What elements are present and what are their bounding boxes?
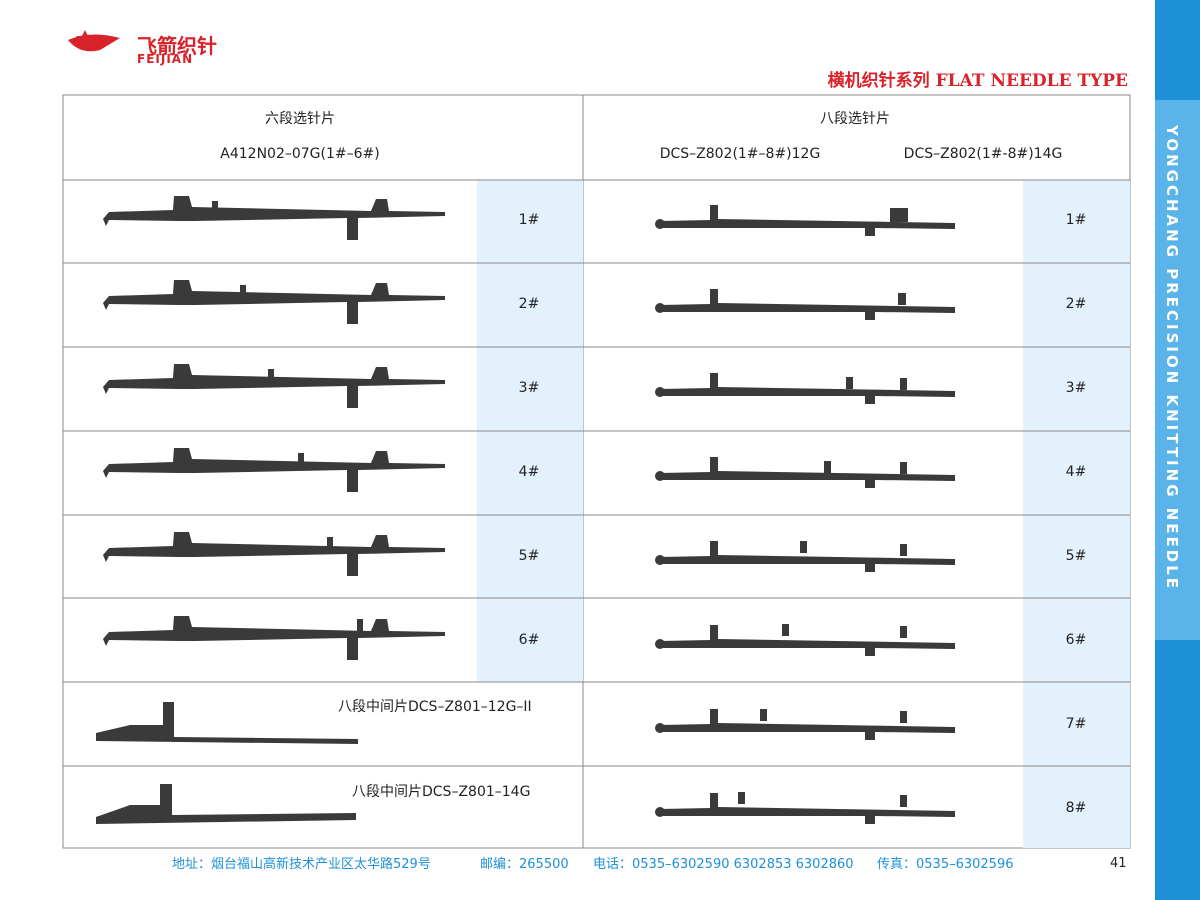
row-label: 7# <box>1065 716 1087 732</box>
footer-fax: 传真：0535–6302596 <box>877 857 1014 872</box>
extra-label: 八段中间片DCS–Z801–12G–II <box>338 699 532 715</box>
right-model: DCS–Z802(1#-8#)14G <box>903 146 1063 162</box>
left-model: A412N02–07G(1#–6#) <box>220 146 380 162</box>
row-label: 4# <box>518 464 540 480</box>
row-label: 5# <box>518 548 540 564</box>
page-number: 41 <box>1110 856 1127 871</box>
extra-label: 八段中间片DCS–Z801–14G <box>352 784 531 800</box>
row-label: 1# <box>518 212 540 228</box>
row-label: 2# <box>518 296 540 312</box>
footer-address: 地址：烟台福山高新技术产业区太华路529号 <box>172 857 431 872</box>
right-title: 八段选针片 <box>820 111 890 127</box>
row-label: 1# <box>1065 212 1087 228</box>
left-title: 六段选针片 <box>265 111 335 127</box>
row-label: 5# <box>1065 548 1087 564</box>
logo-cn: 飞箭织针 <box>137 34 217 58</box>
footer-phone: 电话：0535–6302590 6302853 6302860 <box>593 857 854 872</box>
row-label: 3# <box>518 380 540 396</box>
row-label: 6# <box>518 632 540 648</box>
row-label: 4# <box>1065 464 1087 480</box>
footer-postcode: 邮编：265500 <box>480 857 569 872</box>
side-text: YONGCHANG PRECISION KNITTING NEEDLE <box>1163 125 1181 592</box>
logo-en: FEIJIAN <box>137 52 194 66</box>
row-label: 3# <box>1065 380 1087 396</box>
row-label: 2# <box>1065 296 1087 312</box>
page-title: 横机织针系列 FLAT NEEDLE TYPE <box>827 71 1128 91</box>
row-label: 6# <box>1065 632 1087 648</box>
right-model: DCS–Z802(1#–8#)12G <box>659 146 821 162</box>
row-label: 8# <box>1065 800 1087 816</box>
